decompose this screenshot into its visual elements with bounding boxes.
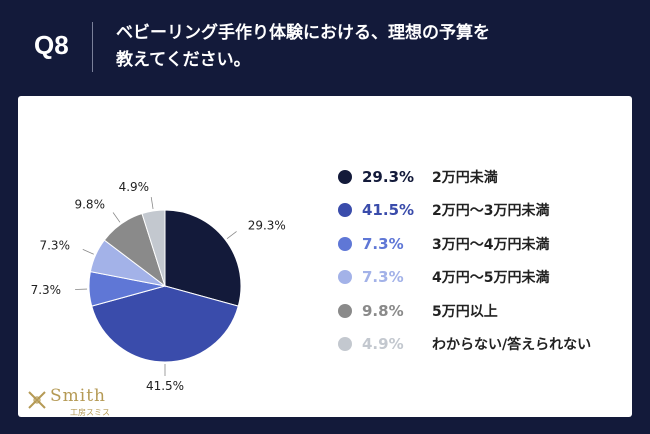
question-text: ベビーリング手作り体験における、理想の予算を 教えてください。 xyxy=(116,20,636,74)
legend-dot xyxy=(338,169,352,184)
legend-percent: 9.8% xyxy=(362,301,404,320)
pie-label-4: 7.3% xyxy=(39,238,70,252)
smith-logo: Smith 工房スミス xyxy=(22,386,132,418)
legend-item: 7.3% 4万円〜5万円未満 xyxy=(338,261,591,295)
legend-dot xyxy=(338,236,352,251)
pie-slice-2 xyxy=(91,285,239,363)
leader-line-6 xyxy=(150,197,154,209)
pie-label-1: 29.3% xyxy=(248,218,286,232)
pie-label-6: 4.9% xyxy=(119,180,150,194)
legend-percent: 7.3% xyxy=(362,268,404,287)
logo-name: Smith xyxy=(50,386,106,406)
legend-item: 41.5% 2万円〜3万円未満 xyxy=(338,194,591,228)
legend-category: 2万円〜3万円未満 xyxy=(432,203,550,220)
question-line-1: ベビーリング手作り体験における、理想の予算を xyxy=(116,23,490,43)
legend-dot xyxy=(338,337,352,352)
pie-slice-6 xyxy=(141,209,166,287)
legend-percent: 29.3% xyxy=(362,167,415,186)
legend-item: 9.8% 5万円以上 xyxy=(338,294,591,328)
legend-item: 7.3% 3万円〜4万円未満 xyxy=(338,227,591,261)
legend-dot xyxy=(338,270,352,285)
legend-item: 4.9% わからない/答えられない xyxy=(338,328,591,362)
leader-line-4 xyxy=(82,249,94,255)
legend-category: 2万円未満 xyxy=(432,169,498,186)
legend-percent: 41.5% xyxy=(362,201,415,220)
logo-subtitle: 工房スミス xyxy=(70,408,110,417)
leader-line-1 xyxy=(226,231,237,240)
header: Q8 ベビーリング手作り体験における、理想の予算を 教えてください。 xyxy=(0,0,650,90)
leader-line-5 xyxy=(112,212,121,223)
legend-dot xyxy=(338,203,352,218)
legend-category: 3万円〜4万円未満 xyxy=(432,236,550,253)
legend-percent: 4.9% xyxy=(362,335,404,354)
hammer-logo-icon xyxy=(28,391,46,409)
legend-percent: 7.3% xyxy=(362,234,404,253)
question-number: Q8 xyxy=(34,30,69,60)
chart-card: 29.3% 41.5% 7.3% 7.3% 9.8% 4.9% 29.3% 2万円未満 41.… xyxy=(18,96,632,417)
legend-item: 29.3% 2万円未満 xyxy=(338,160,591,194)
pie-label-3: 7.3% xyxy=(31,283,62,297)
legend-dot xyxy=(338,303,352,318)
legend-category: わからない/答えられない xyxy=(432,337,592,354)
pie-label-2: 41.5% xyxy=(146,379,184,393)
pie-chart: 29.3% 41.5% 7.3% 7.3% 9.8% 4.9% xyxy=(31,180,286,393)
question-line-2: 教えてください。 xyxy=(116,50,251,70)
legend-category: 5万円以上 xyxy=(432,303,498,320)
pie-label-5: 9.8% xyxy=(74,197,105,211)
header-divider xyxy=(92,22,93,72)
chart-legend: 29.3% 2万円未満 41.5% 2万円〜3万円未満 7.3% 3万円〜4万円未満 7.3… xyxy=(338,160,591,361)
pie-slice-1 xyxy=(164,209,242,307)
legend-category: 4万円〜5万円未満 xyxy=(432,270,550,287)
